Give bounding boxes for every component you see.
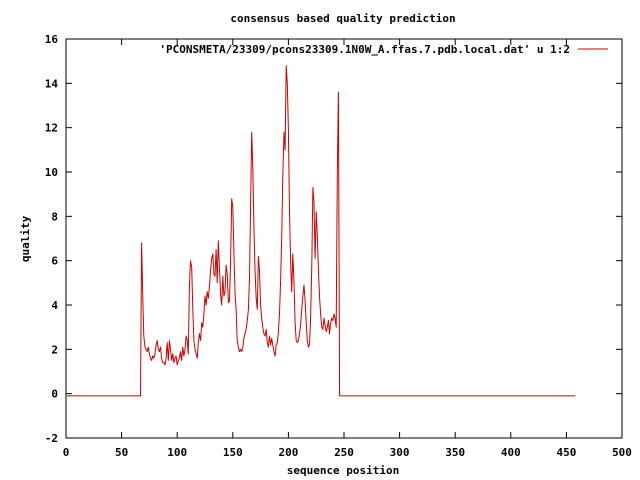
plot-frame (65, 38, 623, 439)
series-line (67, 65, 576, 397)
y-tick-label: 16 (45, 33, 59, 46)
y-tick-label: 12 (45, 122, 58, 135)
y-tick-label: 10 (45, 166, 58, 179)
x-tick-label: 350 (445, 446, 465, 459)
x-tick-label: 500 (612, 446, 632, 459)
x-tick-label: 300 (390, 446, 410, 459)
legend-label: 'PCONSMETA/23309/pcons23309.1N0W_A.ffas.… (159, 43, 570, 56)
x-tick-label: 450 (556, 446, 576, 459)
y-tick-label: 6 (51, 255, 58, 268)
y-tick-label: 8 (51, 210, 58, 223)
x-tick-label: 400 (501, 446, 521, 459)
legend: 'PCONSMETA/23309/pcons23309.1N0W_A.ffas.… (159, 43, 608, 56)
x-tick-label: 150 (223, 446, 243, 459)
y-tick-label: 4 (51, 299, 58, 312)
y-tick-label: 0 (51, 388, 58, 401)
chart-title: consensus based quality prediction (230, 12, 455, 25)
x-tick-label: 200 (278, 446, 298, 459)
x-tick-label: 100 (167, 446, 187, 459)
x-tick-label: 0 (63, 446, 70, 459)
x-tick-label: 250 (334, 446, 354, 459)
x-tick-label: 50 (115, 446, 128, 459)
y-axis-label: quality (19, 215, 32, 262)
axis-ticks: 0 50 100 150 200 250 300 350 400 450 500 -2 0 2 4 6 8 10 1… (45, 33, 632, 459)
y-tick-label: 14 (45, 77, 59, 90)
y-tick-label: -2 (45, 432, 58, 445)
series-layer (67, 65, 576, 397)
y-tick-label: 2 (51, 343, 58, 356)
x-axis-label: sequence position (287, 464, 400, 477)
